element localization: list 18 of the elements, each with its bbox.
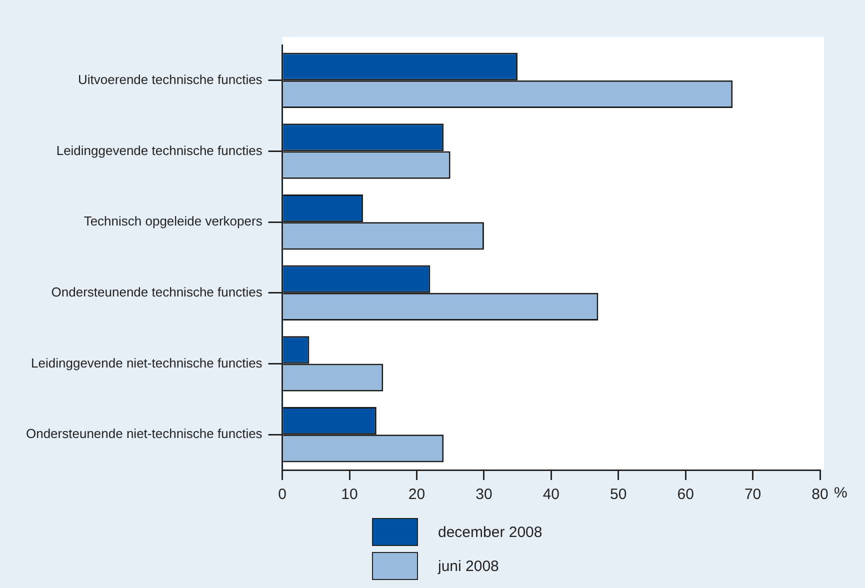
x-tick-label: 30 xyxy=(476,486,492,504)
y-tick-label: Ondersteunende technische functies xyxy=(51,284,263,300)
x-tick-label: 40 xyxy=(542,486,560,504)
y-tick-label: Technisch opgeleide verkopers xyxy=(84,214,263,229)
legend-label: december 2008 xyxy=(438,524,542,540)
y-tick-label: Leidinggevende niet-technische functies xyxy=(31,355,263,370)
x-tick-label: 80 xyxy=(812,486,828,504)
x-tick-label: 10 xyxy=(341,486,358,504)
x-tick-label: 70 xyxy=(744,486,762,504)
x-tick-label: 60 xyxy=(677,486,694,504)
x-tick-label: 0 xyxy=(278,486,286,504)
x-tick-label: 50 xyxy=(610,486,627,504)
y-tick-label: Leidinggevende technische functies xyxy=(56,142,263,158)
y-tick-label: Ondersteunende niet-technische functies xyxy=(26,426,263,442)
x-tick-label: 20 xyxy=(408,486,426,504)
x-axis-title: % xyxy=(834,484,848,502)
y-tick-label: Uitvoerende technische functies xyxy=(78,72,263,87)
legend-label: juni 2008 xyxy=(438,558,499,574)
